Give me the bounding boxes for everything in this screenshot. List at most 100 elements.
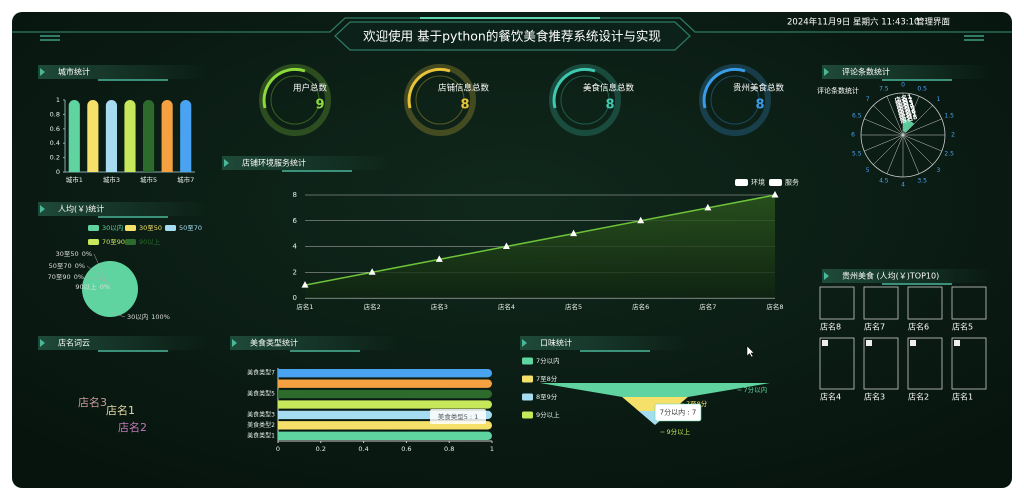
y-tick-label: 6 — [293, 217, 298, 225]
funnel-label: 7分以内 — [744, 385, 768, 394]
pie-label: 30至50 0% — [56, 250, 92, 258]
panel-title: 人均(￥)统计 — [58, 204, 104, 214]
x-tick-label: 城市3 — [103, 175, 120, 184]
angle-tick-label: 6 — [851, 132, 855, 139]
panel-header-icon — [232, 339, 237, 347]
legend-swatch — [522, 393, 533, 401]
broken-image-icon — [910, 340, 916, 346]
legend-label: 50至70 — [179, 224, 202, 232]
pie-leader — [85, 276, 107, 282]
pie-leader — [93, 253, 107, 282]
line-marker — [502, 242, 510, 249]
x-tick-label: 店名3 — [431, 302, 448, 311]
y-tick-label: 0.6 — [50, 125, 60, 133]
bar — [143, 100, 155, 172]
stat-label: 美食信息总数 — [583, 83, 635, 94]
stat-ring-outer — [699, 64, 771, 136]
pie-label-name: 30至50 — [56, 250, 79, 258]
food-image[interactable] — [951, 286, 987, 320]
panel-header-bar — [822, 269, 992, 283]
food-name: 店名5 — [952, 322, 973, 332]
header-frame — [12, 17, 1012, 51]
pie-label: 30以内 100% — [127, 312, 170, 321]
polar-bar — [902, 126, 909, 131]
stat-ring-arc — [552, 67, 596, 109]
polar-bar — [902, 123, 911, 129]
legend-label: 70至90 — [102, 238, 125, 246]
food-image[interactable] — [907, 337, 943, 390]
broken-image-icon — [822, 340, 828, 346]
funnel-label: 7至8分 — [686, 399, 708, 408]
stat-value: 8 — [605, 98, 614, 113]
x-tick-label: 0.2 — [316, 445, 326, 453]
stat-ring-inner — [270, 75, 320, 125]
food-image[interactable] — [951, 337, 987, 390]
pie-label-name: 90以上 — [75, 282, 97, 291]
legend-swatch — [522, 375, 533, 383]
admin-link[interactable]: 管理界面 — [916, 17, 951, 28]
polar-spoke — [902, 134, 933, 165]
polar-spoke — [886, 96, 904, 136]
word: 店名1 — [106, 403, 135, 417]
food-name: 店名4 — [820, 392, 841, 402]
polar-bar — [902, 122, 913, 128]
legend-label: 30至50 — [139, 224, 162, 232]
angle-tick-label: 3.5 — [917, 178, 927, 185]
legend-label: 环境 — [751, 178, 765, 187]
pie-slice — [82, 261, 138, 317]
legend-swatch — [88, 225, 99, 231]
hbar — [278, 379, 493, 388]
pie-label-name: 70至90 — [48, 273, 71, 281]
angle-tick-label: 7.5 — [879, 85, 889, 92]
panel-header-bar — [38, 202, 208, 216]
panel-header-icon — [40, 68, 45, 76]
angle-tick-label: 2 — [951, 132, 955, 139]
angle-tick-label: 4 — [901, 182, 905, 189]
stat-value: 8 — [460, 98, 469, 113]
legend-swatch — [522, 357, 533, 365]
food-image[interactable] — [819, 286, 855, 320]
bar — [105, 99, 117, 172]
legend-label: 90以上 — [139, 237, 161, 246]
line-marker — [301, 281, 309, 288]
y-tick-label: 美食类型1 — [247, 431, 275, 439]
hbar — [278, 369, 493, 378]
panel-header-bar — [822, 65, 992, 79]
polar-spoke — [902, 105, 933, 136]
pie-label: 50至70 0% — [49, 262, 85, 270]
legend-swatch — [165, 225, 176, 231]
funnel-label: 9分以上 — [667, 427, 691, 436]
hbar — [278, 400, 492, 409]
y-tick-label: 美食类型3 — [247, 410, 275, 418]
stat-label: 用户总数 — [293, 83, 328, 94]
pie-label-name: 50至70 — [49, 262, 72, 270]
panel-title: 贵州美食 (人均(￥)TOP10) — [842, 271, 939, 281]
food-image[interactable] — [863, 337, 899, 390]
y-tick-label: 美食类型5 — [247, 390, 275, 398]
legend-label: 7分以内 — [536, 356, 560, 365]
polar-spoke — [873, 134, 904, 165]
polar-spoke — [902, 118, 942, 136]
legend-swatch — [125, 225, 136, 231]
polar-bar — [902, 120, 914, 127]
stat-label: 贵州美食总数 — [733, 83, 785, 94]
legend-swatch — [522, 411, 533, 419]
stat-ring-arc — [262, 67, 306, 109]
pie-label-value: 0% — [75, 262, 85, 270]
polar-bar — [902, 119, 915, 125]
panel-header-bar — [38, 336, 208, 350]
tooltip-box — [654, 403, 702, 422]
tooltip-box — [430, 409, 486, 424]
pie-label-value: 100% — [151, 313, 170, 321]
pie-leader — [111, 312, 126, 318]
food-name: 店名7 — [864, 322, 885, 332]
pie-leader — [105, 280, 113, 288]
pie-label: 70至90 0% — [48, 273, 84, 281]
pie-label-value: 0% — [100, 283, 110, 291]
food-image[interactable] — [907, 286, 943, 320]
food-image[interactable] — [819, 337, 855, 390]
food-image[interactable] — [863, 286, 899, 320]
food-name: 店名6 — [908, 322, 929, 332]
word: 店名2 — [118, 420, 147, 434]
